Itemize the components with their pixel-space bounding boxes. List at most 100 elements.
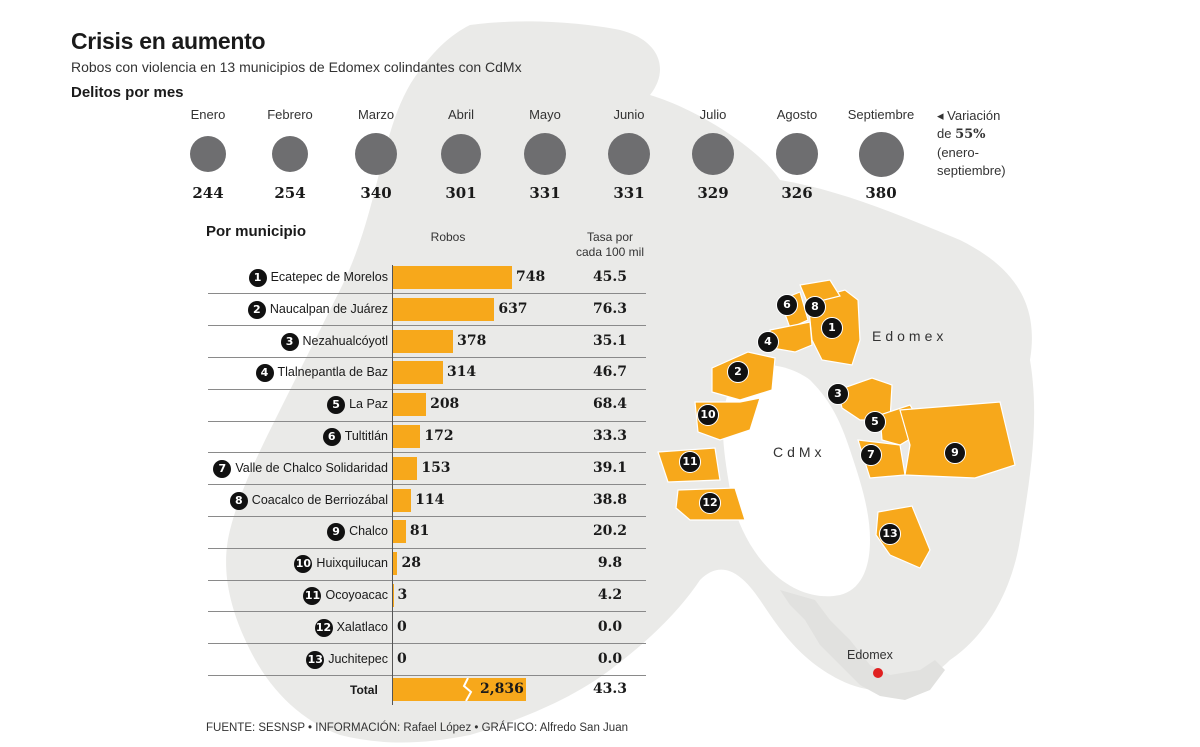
- municipal-heading: Por municipio: [206, 223, 307, 240]
- chart-subtitle: Robos con violencia en 13 municipios de …: [71, 59, 522, 75]
- robos-value: 0: [397, 618, 407, 635]
- municipality-rank-badge: 1: [248, 269, 267, 287]
- map-label-cdmx: CdMx: [773, 444, 826, 460]
- municipality-name: Huixquilucan: [316, 556, 388, 571]
- column-header-robos: Robos: [430, 230, 466, 244]
- variation-arrow-icon: ◂: [937, 108, 944, 123]
- month-value: 380: [865, 184, 897, 202]
- municipality-rank-badge: 9: [327, 523, 346, 542]
- robos-value: 748: [516, 269, 546, 285]
- bar-axis-line: [392, 265, 393, 705]
- total-label: Total: [350, 683, 378, 697]
- robos-value: 172: [424, 428, 454, 444]
- month-value: 254: [274, 184, 306, 202]
- tasa-value: 76.3: [592, 300, 628, 317]
- tasa-value: 35.1: [592, 332, 628, 349]
- row-divider: [208, 388, 646, 390]
- map-rank-badge: 10: [697, 404, 719, 426]
- map-rank-badge: 4: [757, 331, 779, 353]
- variation-period-1: (enero-: [937, 145, 979, 160]
- robos-bar: [393, 329, 454, 353]
- month-bubble: [271, 135, 309, 173]
- month-value: 331: [529, 184, 561, 202]
- tasa-value: 0.0: [597, 650, 623, 667]
- municipality-name: Nezahualcóyotl: [302, 333, 388, 348]
- robos-value: 153: [421, 459, 451, 476]
- tasa-value: 33.3: [592, 428, 628, 444]
- row-divider: [208, 547, 646, 549]
- month-value: 326: [781, 184, 813, 202]
- map-rank-badge: 2: [727, 361, 749, 383]
- variation-note: ◂ Variación de 55% (enero- septiembre): [937, 107, 1047, 180]
- variation-de: de: [937, 126, 956, 141]
- row-divider: [208, 674, 646, 676]
- robos-bar: [393, 361, 443, 385]
- tasa-value: 46.7: [592, 364, 628, 381]
- municipality-rank-badge: 11: [303, 587, 322, 605]
- robos-bar: [393, 488, 412, 512]
- month-label: Junio: [613, 107, 645, 122]
- chart-title: Crisis en aumento: [71, 28, 266, 54]
- row-divider: [208, 643, 646, 645]
- tasa-value: 20.2: [592, 523, 628, 540]
- municipality-name: Ocoyoacac: [325, 588, 388, 602]
- row-divider: [208, 611, 646, 613]
- robos-bar: [393, 520, 406, 544]
- month-bubble: [440, 133, 482, 175]
- robos-value: 114: [415, 491, 445, 508]
- tasa-value: 45.5: [592, 269, 628, 285]
- municipality-rank-badge: 3: [280, 332, 299, 351]
- month-bubble: [608, 133, 650, 175]
- inset-mexico: [780, 590, 945, 700]
- tasa-value: 0.0: [597, 618, 623, 635]
- inset-edomex-marker: [873, 668, 883, 678]
- inset-label-edomex: Edomex: [847, 648, 893, 662]
- variation-prefix: Variación: [947, 108, 1001, 123]
- map-rank-badge: 8: [804, 296, 826, 318]
- tasa-value: 38.8: [592, 491, 628, 508]
- month-label: Septiembre: [847, 107, 915, 122]
- robos-bar: [393, 456, 418, 480]
- total-robos-value: 2,836: [480, 681, 524, 697]
- row-divider: [208, 452, 646, 454]
- map-rank-badge: 1: [821, 317, 843, 339]
- municipality-rank-badge: 7: [213, 459, 232, 478]
- municipality-rank-badge: 6: [322, 428, 341, 446]
- map-rank-badge: 5: [864, 411, 886, 433]
- monthly-heading: Delitos por mes: [71, 84, 184, 101]
- municipality-name: Tultitlán: [344, 429, 388, 443]
- map-muni-juchitepec: [875, 505, 931, 569]
- row-divider: [208, 515, 646, 517]
- map-muni-chalco: [899, 401, 1016, 479]
- municipality-name: Naucalpan de Juárez: [269, 301, 388, 316]
- month-label: Marzo: [357, 107, 395, 122]
- column-header-tasa-line1: Tasa por: [586, 230, 634, 244]
- month-label: Julio: [699, 107, 727, 122]
- row-divider: [208, 293, 646, 295]
- tasa-value: 39.1: [592, 459, 628, 476]
- municipality-rank-badge: 5: [327, 396, 346, 415]
- municipality-rank-badge: 13: [306, 650, 325, 669]
- map-label-edomex: Edomex: [872, 328, 948, 344]
- month-value: 301: [445, 184, 477, 202]
- cdmx-silhouette: [722, 364, 870, 597]
- map-rank-badge: 9: [944, 442, 966, 464]
- month-bubble: [189, 135, 227, 173]
- robos-value: 3: [397, 587, 408, 603]
- robos-value: 637: [498, 300, 528, 317]
- month-label: Agosto: [776, 107, 818, 122]
- tasa-value: 68.4: [592, 396, 628, 413]
- municipality-name: Tlalnepantla de Baz: [277, 365, 389, 380]
- robos-value: 0: [397, 650, 407, 667]
- row-divider: [208, 325, 646, 327]
- column-header-tasa-line2: cada 100 mil: [575, 245, 645, 259]
- map-rank-badge: 7: [860, 444, 882, 466]
- map-rank-badge: 13: [879, 523, 901, 545]
- month-bubble: [776, 133, 818, 175]
- month-label: Enero: [190, 107, 226, 122]
- robos-value: 314: [446, 364, 477, 381]
- municipality-name: Ecatepec de Morelos: [270, 270, 388, 284]
- map-rank-badge: 12: [699, 492, 721, 514]
- month-value: 329: [697, 184, 729, 202]
- municipality-name: Xalatlaco: [336, 619, 388, 634]
